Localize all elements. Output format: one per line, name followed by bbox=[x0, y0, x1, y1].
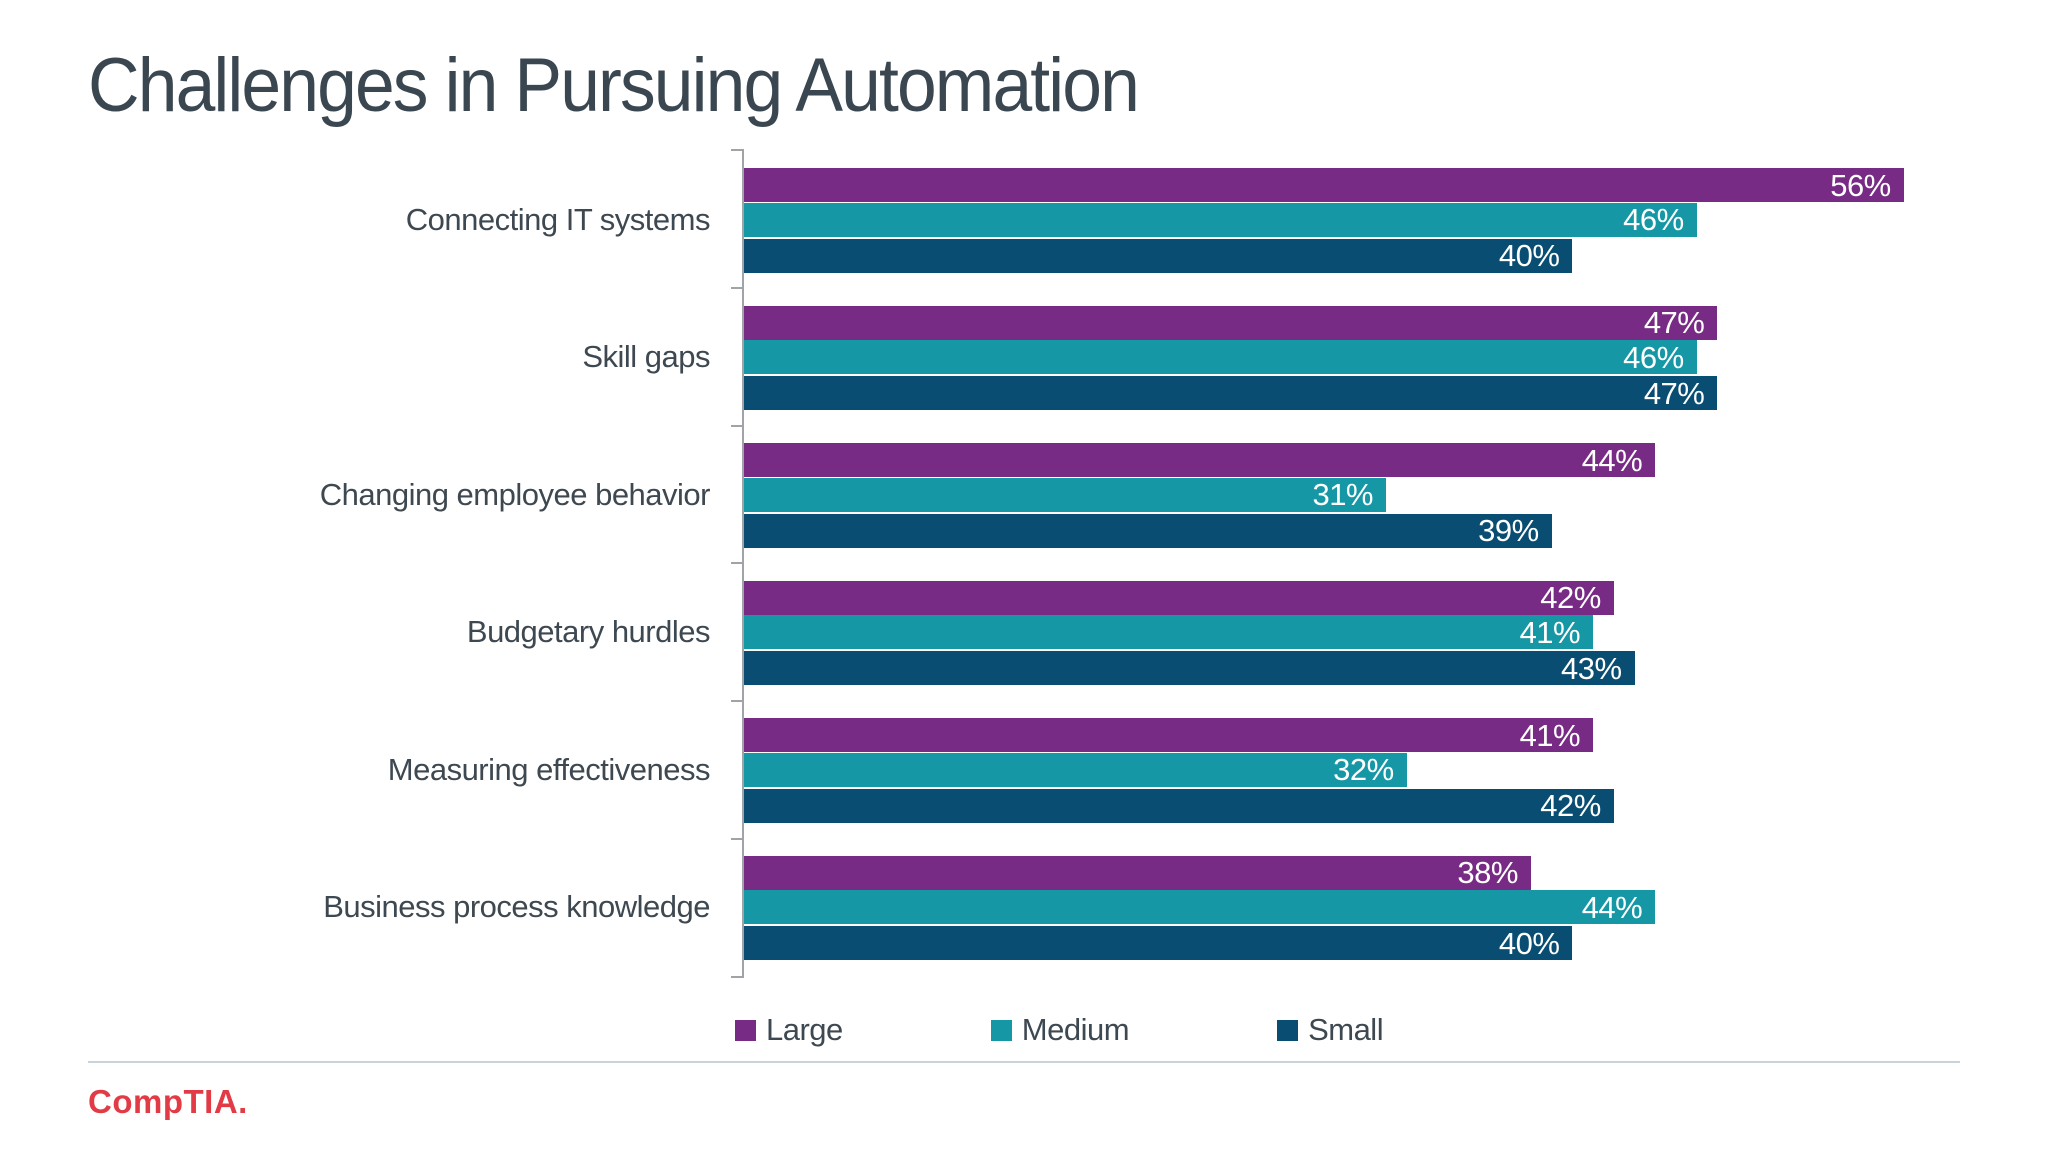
bar-value-label: 39% bbox=[1478, 513, 1539, 548]
bar-large: 47% bbox=[744, 305, 1718, 340]
page-title: Challenges in Pursuing Automation bbox=[88, 43, 1140, 128]
bar-medium: 31% bbox=[744, 477, 1386, 512]
bar-value-label: 38% bbox=[1457, 855, 1518, 890]
axis-tick bbox=[731, 975, 744, 978]
footer-divider-line bbox=[88, 1061, 1960, 1063]
bar-small: 39% bbox=[744, 513, 1552, 548]
legend-label: Medium bbox=[1021, 1012, 1130, 1047]
bar-small: 40% bbox=[744, 238, 1573, 273]
bar-value-label: 41% bbox=[1519, 717, 1581, 753]
axis-tick bbox=[731, 837, 744, 840]
chart-legend: Large Medium Small bbox=[735, 1008, 1384, 1052]
axis-tick bbox=[731, 286, 744, 289]
bar-value-label: 47% bbox=[1643, 305, 1705, 340]
legend-item-small: Small bbox=[1277, 1012, 1384, 1048]
legend-swatch bbox=[735, 1019, 756, 1041]
category-label: Measuring effectiveness bbox=[387, 751, 711, 787]
category-label: Budgetary hurdles bbox=[466, 614, 711, 649]
bar-value-label: 46% bbox=[1623, 339, 1684, 375]
bar-small: 40% bbox=[744, 925, 1573, 961]
axis-tick bbox=[731, 424, 744, 427]
legend-label: Small bbox=[1308, 1012, 1384, 1047]
bar-small: 47% bbox=[744, 375, 1718, 411]
axis-tick bbox=[731, 700, 744, 702]
bar-value-label: 40% bbox=[1498, 238, 1560, 273]
bar-medium: 46% bbox=[744, 202, 1697, 237]
bar-value-label: 43% bbox=[1560, 650, 1622, 686]
bar-large: 41% bbox=[744, 717, 1594, 753]
bar-large: 42% bbox=[744, 580, 1614, 615]
bar-value-label: 42% bbox=[1540, 788, 1601, 823]
axis-tick bbox=[731, 149, 744, 151]
bar-medium: 46% bbox=[744, 340, 1697, 374]
bar-value-label: 47% bbox=[1643, 375, 1705, 411]
category-label: Changing employee behavior bbox=[319, 476, 711, 512]
bar-value-label: 31% bbox=[1312, 477, 1373, 512]
legend-swatch bbox=[1277, 1019, 1299, 1041]
bar-value-label: 40% bbox=[1498, 925, 1560, 961]
legend-item-large: Large bbox=[735, 1012, 843, 1048]
legend-label: Large bbox=[766, 1012, 843, 1047]
axis-tick bbox=[731, 562, 744, 565]
bar-value-label: 46% bbox=[1623, 202, 1684, 237]
bar-value-label: 44% bbox=[1581, 442, 1643, 478]
bar-large: 56% bbox=[744, 168, 1904, 202]
category-label: Skill gaps bbox=[582, 339, 710, 374]
category-label: Business process knowledge bbox=[323, 889, 710, 924]
bar-value-label: 42% bbox=[1540, 580, 1601, 615]
bar-value-label: 56% bbox=[1830, 167, 1891, 203]
legend-item-medium: Medium bbox=[990, 1012, 1130, 1048]
bar-large: 38% bbox=[744, 855, 1531, 890]
bar-value-label: 41% bbox=[1519, 614, 1581, 650]
bar-medium: 32% bbox=[744, 752, 1407, 787]
bar-small: 43% bbox=[744, 651, 1635, 685]
comptia-logo: CompTIA. bbox=[88, 1083, 248, 1120]
bar-large: 44% bbox=[744, 442, 1656, 478]
bar-small: 42% bbox=[744, 788, 1614, 823]
bar-medium: 41% bbox=[744, 614, 1594, 650]
legend-swatch bbox=[990, 1019, 1012, 1041]
category-label: Connecting IT systems bbox=[405, 201, 711, 237]
bar-value-label: 44% bbox=[1581, 889, 1643, 925]
bar-value-label: 32% bbox=[1333, 752, 1394, 787]
bar-medium: 44% bbox=[744, 889, 1656, 925]
